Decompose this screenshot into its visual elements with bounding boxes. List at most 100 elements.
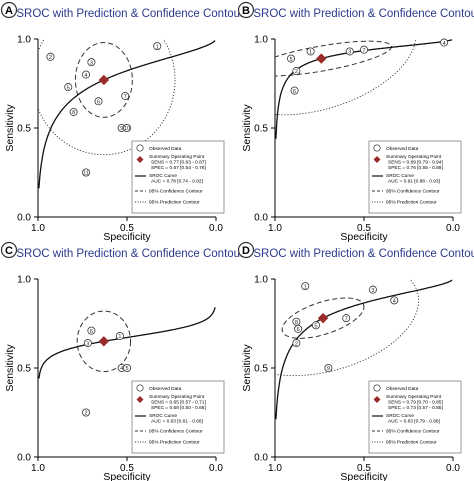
x-tick-label: 1.0	[268, 463, 282, 474]
legend-summary-spec: SPEC = 0.67 [0.54 - 0.78]	[151, 165, 206, 171]
x-tick-label: 0.5	[120, 223, 134, 234]
legend-summary-spec: SPEC = 0.76 [0.55 - 0.89]	[388, 165, 443, 171]
y-tick-label: 1.0	[17, 35, 31, 46]
legend-summary-sens: SENS = 0.79 [0.70 - 0.85]	[388, 400, 443, 406]
observed-point	[69, 107, 78, 116]
legend-curve-auc: AUC = 0.83 [0.79 - 0.86]	[388, 419, 440, 425]
y-tick-label: 0.0	[17, 453, 31, 464]
prediction-contour	[275, 279, 420, 377]
plot-area	[275, 279, 453, 420]
observed-point	[390, 296, 399, 305]
y-tick-label: 0.0	[17, 213, 31, 224]
observed-point	[342, 314, 351, 323]
y-tick-label: 0.0	[254, 453, 268, 464]
observed-point-label: 3	[371, 288, 374, 294]
observed-point	[82, 408, 91, 417]
chart-title: SROC with Prediction & Confidence Contou…	[16, 8, 250, 20]
observed-point	[46, 52, 55, 61]
observed-point-label: 9	[327, 366, 330, 372]
observed-point-label: 2	[85, 411, 88, 417]
summary-point	[98, 336, 110, 347]
legend-summary-sens: SENS = 0.89 [0.79 - 0.94]	[388, 160, 443, 166]
observed-point-label: 3	[86, 341, 89, 347]
y-axis-label: Sensitivity	[241, 344, 253, 392]
legend-observed-symbol	[373, 144, 381, 152]
plot-area	[38, 39, 216, 189]
legend-summary-label: Summary Operating Point	[386, 394, 442, 400]
legend-curve-label: SROC Curve	[149, 173, 177, 179]
plot-area	[38, 307, 216, 379]
observed-point	[153, 42, 162, 51]
observed-point	[87, 58, 96, 67]
panel-c: C SROC with Prediction & Confidence Conto…	[0, 241, 250, 481]
panel-letter: C	[5, 245, 13, 257]
legend-curve-label: SROC Curve	[149, 413, 177, 419]
legend-conf-label: 95% Confidence Contour	[149, 189, 203, 195]
chart-title: SROC with Prediction & Confidence Contou…	[253, 8, 474, 20]
chart-title: SROC with Prediction & Confidence Contou…	[253, 248, 474, 260]
observed-point	[360, 45, 369, 54]
legend-pred-label: 95% Prediction Contour	[386, 200, 437, 206]
observed-point	[287, 54, 296, 63]
prediction-contour	[38, 39, 176, 156]
observed-point-label: 7	[362, 48, 365, 54]
observed-point	[82, 168, 91, 177]
panel-badge	[0, 1, 18, 19]
observed-point-label: 1	[118, 334, 121, 340]
confidence-contour	[281, 297, 365, 339]
x-tick-label: 0.0	[209, 223, 223, 234]
panel-badge	[237, 1, 255, 19]
legend-observed-symbol	[373, 384, 381, 392]
observed-point	[82, 70, 91, 79]
observed-point	[306, 47, 315, 56]
legend: Observed Data Summary Operating PointSENS…	[131, 140, 225, 214]
y-axis-label: Sensitivity	[241, 104, 253, 152]
sroc-curve	[38, 307, 216, 379]
observed-point	[290, 86, 299, 95]
legend-observed-label: Observed Data	[386, 146, 419, 152]
legend-curve-auc: AUC = 0.78 [0.74 - 0.82]	[151, 179, 203, 185]
observed-point-label: 3	[90, 60, 93, 66]
panel-badge	[237, 241, 255, 259]
panel-letter: D	[242, 245, 250, 257]
observed-point	[121, 91, 130, 100]
legend-summary-symbol	[373, 156, 381, 163]
observed-point-label: 2	[295, 69, 298, 75]
legend-conf-label: 95% Confidence Contour	[386, 429, 440, 435]
observed-point-label: 1	[156, 44, 159, 50]
observed-point-label: 5	[314, 323, 317, 329]
x-axis-label: Specificity	[103, 231, 151, 243]
panel-letter: B	[242, 5, 250, 17]
legend: Observed Data Summary Operating PointSENS…	[368, 140, 462, 214]
x-axis-label: Specificity	[340, 231, 388, 243]
confidence-contour	[74, 42, 133, 118]
legend-pred-label: 95% Prediction Contour	[149, 200, 200, 206]
x-tick-label: 0.0	[209, 463, 223, 474]
legend-box	[368, 140, 462, 214]
x-tick-label: 0.5	[120, 463, 134, 474]
observed-point-label: 5	[289, 57, 292, 63]
legend-curve-auc: AUC = 0.91 [0.88 - 0.93]	[388, 179, 440, 185]
panel-badge	[0, 241, 18, 259]
observed-point-label: 8	[295, 320, 298, 326]
confidence-contour	[76, 310, 132, 373]
chart-title: SROC with Prediction & Confidence Contou…	[16, 248, 250, 260]
legend-box	[131, 140, 225, 214]
legend-box	[131, 380, 225, 454]
observed-point-label: 7	[345, 316, 348, 322]
observed-point-label: 6	[97, 100, 100, 106]
observed-point-label: 6	[293, 89, 296, 95]
summary-point	[317, 312, 329, 324]
y-tick-label: 0.5	[254, 124, 268, 135]
panel-b: B SROC with Prediction & Confidence Conto…	[237, 1, 474, 243]
legend-conf-label: 95% Confidence Contour	[386, 189, 440, 195]
observed-point-label: 2	[49, 55, 52, 61]
legend-observed-symbol	[136, 384, 144, 392]
observed-point	[64, 83, 73, 92]
x-tick-label: 0.5	[357, 463, 371, 474]
legend-pred-label: 95% Prediction Contour	[386, 440, 437, 446]
sroc-curve	[38, 40, 216, 189]
legend-observed-symbol	[136, 144, 144, 152]
y-tick-label: 0.5	[17, 364, 31, 375]
